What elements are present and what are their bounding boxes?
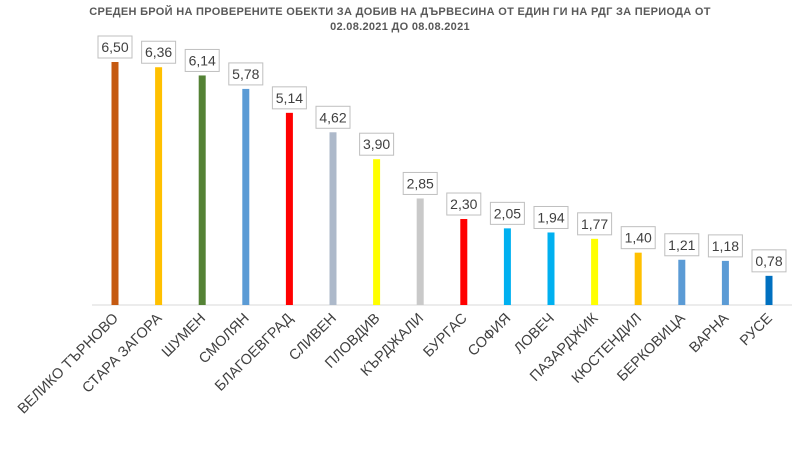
bar [765,275,773,305]
chart-title-line2: 02.08.2021 ДО 08.08.2021 [330,21,470,33]
bar [111,62,119,305]
data-label-box [707,234,743,258]
data-label-box [489,201,525,225]
data-label: 1,94 [537,209,564,225]
x-tick-label: РУСЕ [737,310,776,349]
bar [285,112,293,305]
data-label: 4,62 [319,109,346,125]
data-label: 5,78 [232,66,259,82]
data-label: 1,40 [625,230,652,246]
data-label: 2,05 [494,205,521,221]
data-label-box [446,192,482,216]
bar [329,132,337,305]
data-label-box [402,171,438,195]
data-label: 6,50 [101,39,128,55]
bar [198,75,206,305]
data-label: 6,36 [145,44,172,60]
bar [416,198,424,305]
data-label: 6,14 [189,52,216,68]
x-tick-label: БУРГАС [421,311,471,361]
data-label-box [620,226,656,250]
data-label: 3,90 [363,136,390,152]
data-label: 1,18 [712,238,739,254]
bar [721,260,729,305]
data-label: 2,85 [407,175,434,191]
data-label-box [315,105,351,129]
bar [678,259,686,305]
bar [155,67,163,305]
bar [591,238,599,305]
data-label-box [533,205,569,229]
data-label-box [271,86,307,110]
bar [503,228,511,305]
data-label-box [97,35,133,59]
data-label-box [184,48,220,72]
data-label-box [141,40,177,64]
data-label: 1,77 [581,216,608,232]
x-tick-label: ВАРНА [686,310,732,356]
data-label-box [664,233,700,257]
data-label: 0,78 [755,253,782,269]
data-label-box [751,249,787,273]
bar [373,159,381,305]
bar [242,88,250,305]
data-label: 2,30 [450,196,477,212]
chart-title-line1: СРЕДЕН БРОЙ НА ПРОВЕРЕНИТЕ ОБЕКТИ ЗА ДОБ… [89,6,711,18]
data-label-box [577,212,613,236]
x-tick-label: СТАРА ЗАГОРА [79,310,165,396]
bar [634,252,642,305]
x-tick-label: БЛАГОЕВГРАД [212,310,296,394]
bar [547,232,555,305]
data-label: 5,14 [276,90,303,106]
data-label-box [228,62,264,86]
x-tick-label: СОФИЯ [465,311,514,360]
bar [460,219,468,305]
data-label-box [359,132,395,156]
data-label: 1,21 [668,237,695,253]
